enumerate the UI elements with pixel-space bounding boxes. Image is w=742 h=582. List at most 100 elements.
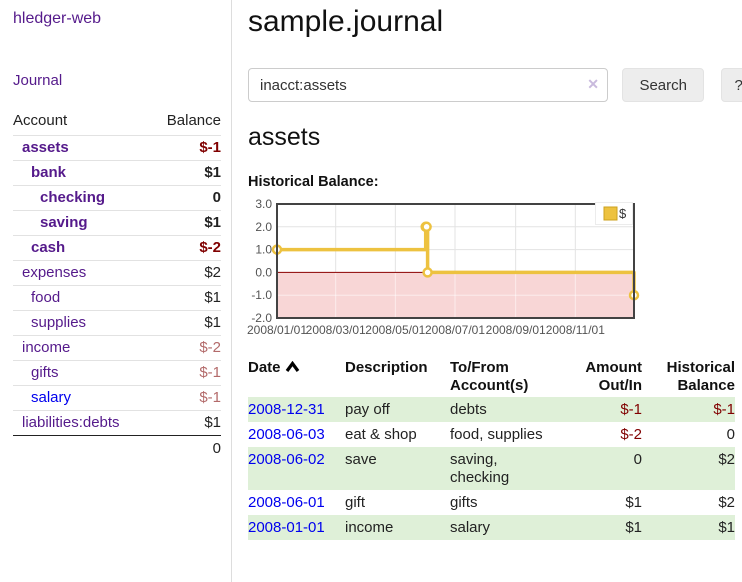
register-date-link[interactable]: 2008-06-01 <box>248 494 325 511</box>
search-input[interactable] <box>248 68 608 102</box>
data-point-marker <box>421 221 432 233</box>
register-accounts-cell: salary <box>450 515 560 540</box>
accounts-column-header: To/From Account(s) <box>450 359 529 394</box>
sidebar-account-row: cash $-2 <box>13 235 221 260</box>
main-content: sample.journal ✕ Search ? assets Histori… <box>233 0 742 540</box>
nav-journal-link[interactable]: Journal <box>13 72 63 89</box>
sidebar-account-link[interactable]: expenses <box>22 264 87 281</box>
svg-text:2008/09/01: 2008/09/01 <box>486 323 546 337</box>
sidebar-account-row: gifts $-1 <box>13 360 221 385</box>
sidebar-account-link[interactable]: saving <box>40 214 88 231</box>
register-balance-cell: 0 <box>726 426 735 443</box>
register-table: Date Description To/From Account(s) Amoun… <box>248 357 735 540</box>
sidebar-account-row: supplies $1 <box>13 310 221 335</box>
sidebar-account-row: saving $1 <box>13 210 221 235</box>
search-button[interactable]: Search <box>622 68 704 102</box>
sidebar-account-link[interactable]: assets <box>22 139 69 156</box>
register-accounts-cell: gifts <box>450 494 478 511</box>
sidebar-account-row: assets $-1 <box>13 135 221 160</box>
sidebar-account-link[interactable]: bank <box>31 164 67 181</box>
sidebar-account-balance: $1 <box>204 164 221 181</box>
plot-border <box>276 203 635 319</box>
register-description-cell: income <box>345 515 450 540</box>
sidebar-account-link[interactable]: cash <box>31 239 66 256</box>
sidebar-account-balance: $2 <box>204 264 221 281</box>
sidebar: hledger-web Journal Account Balance asse… <box>0 0 232 582</box>
register-amount-cell: 0 <box>560 447 642 490</box>
register-row: 2008-06-01 gift gifts $1 $2 <box>248 490 735 515</box>
register-row: 2008-12-31 pay off debts $-1 $-1 <box>248 397 735 422</box>
sidebar-account-link[interactable]: income <box>22 339 71 356</box>
svg-text:1.0: 1.0 <box>255 243 272 257</box>
account-column-header: Account <box>13 112 68 129</box>
svg-text:2008/07/01: 2008/07/01 <box>425 323 485 337</box>
register-description-cell: gift <box>345 494 366 511</box>
register-date-link[interactable]: 2008-06-02 <box>248 451 325 468</box>
register-row: 2008-01-01 income salary $1 $1 <box>248 515 735 540</box>
sidebar-account-balance: $1 <box>204 414 221 431</box>
register-amount-cell: $-2 <box>620 426 642 443</box>
register-date-link[interactable]: 2008-06-03 <box>248 426 325 443</box>
register-date-cell: 2008-06-03 <box>248 422 345 447</box>
svg-text:2008/05/01: 2008/05/01 <box>365 323 425 337</box>
sidebar-account-link[interactable]: liabilities:debts <box>22 414 120 431</box>
sidebar-account-balance: $-2 <box>199 239 221 256</box>
register-balance-cell: $2 <box>642 447 735 490</box>
description-column-header: Description <box>345 359 428 376</box>
svg-text:2008/01/01: 2008/01/01 <box>247 323 307 337</box>
register-row: 2008-06-02 save saving, checking 0 $2 <box>248 447 735 490</box>
date-column-header[interactable]: Date <box>248 357 345 397</box>
sidebar-account-link[interactable]: checking <box>40 189 106 206</box>
page-title: sample.journal <box>248 5 444 38</box>
sidebar-account-balance: $1 <box>204 289 221 306</box>
legend-swatch <box>603 206 618 221</box>
register-accounts-cell: saving, checking <box>450 447 560 490</box>
sidebar-account-balance: $-1 <box>199 389 221 406</box>
register-date-link[interactable]: 2008-01-01 <box>248 519 325 536</box>
account-heading: assets <box>248 123 321 151</box>
sidebar-account-balance: 0 <box>212 189 221 206</box>
data-point-marker <box>422 267 433 278</box>
register-balance-cell: $2 <box>718 494 735 511</box>
register-description-cell: save <box>345 447 450 490</box>
search-form: ✕ Search ? <box>248 68 742 102</box>
register-date-cell: 2008-06-02 <box>248 447 345 490</box>
account-total-row: 0 <box>13 435 221 461</box>
register-date-link[interactable]: 2008-12-31 <box>248 401 325 418</box>
svg-text:2.0: 2.0 <box>255 220 272 234</box>
clear-search-icon[interactable]: ✕ <box>587 76 599 92</box>
balance-column-header: Historical Balance <box>666 359 735 394</box>
sidebar-account-row: bank $1 <box>13 160 221 185</box>
sidebar-account-balance: $-2 <box>199 339 221 356</box>
svg-text:3.0: 3.0 <box>255 197 272 211</box>
register-date-cell: 2008-01-01 <box>248 515 345 540</box>
app-brand-link[interactable]: hledger-web <box>13 10 102 27</box>
svg-text:-2.0: -2.0 <box>251 311 272 325</box>
account-table-header: Account Balance <box>13 108 221 135</box>
register-row: 2008-06-03 eat & shop food, supplies $-2 0 <box>248 422 735 447</box>
register-amount-cell: $1 <box>625 494 642 511</box>
svg-text:2008/03/01: 2008/03/01 <box>306 323 366 337</box>
sidebar-account-balance: $-1 <box>199 364 221 381</box>
historical-balance-chart: $3.0 2.0 1.0 0.0 -1.0 -2.02008/01/012008/03/0… <box>247 197 640 337</box>
register-accounts-cell: debts <box>450 397 560 422</box>
register-description-cell: eat & shop <box>345 426 417 443</box>
help-button[interactable]: ? <box>721 68 742 102</box>
sidebar-account-link[interactable]: supplies <box>31 314 87 331</box>
svg-text:0.0: 0.0 <box>255 265 272 279</box>
register-date-cell: 2008-06-01 <box>248 490 345 515</box>
sidebar-account-link[interactable]: salary <box>31 389 72 406</box>
register-description-cell: pay off <box>345 397 450 422</box>
sidebar-account-link[interactable]: gifts <box>31 364 59 381</box>
sidebar-account-row: checking 0 <box>13 185 221 210</box>
sidebar-account-balance: $-1 <box>199 139 221 156</box>
sort-ascending-icon <box>285 360 300 378</box>
sidebar-account-row: income $-2 <box>13 335 221 360</box>
sidebar-account-row: expenses $2 <box>13 260 221 285</box>
register-amount-cell: $1 <box>560 515 642 540</box>
sidebar-account-balance: $1 <box>204 214 221 231</box>
svg-text:2008/11/01: 2008/11/01 <box>546 323 605 337</box>
sidebar-account-link[interactable]: food <box>31 289 61 306</box>
account-balance-table: Account Balance assets $-1 bank $1 checking 0… <box>13 108 221 461</box>
register-balance-cell: $1 <box>642 515 735 540</box>
